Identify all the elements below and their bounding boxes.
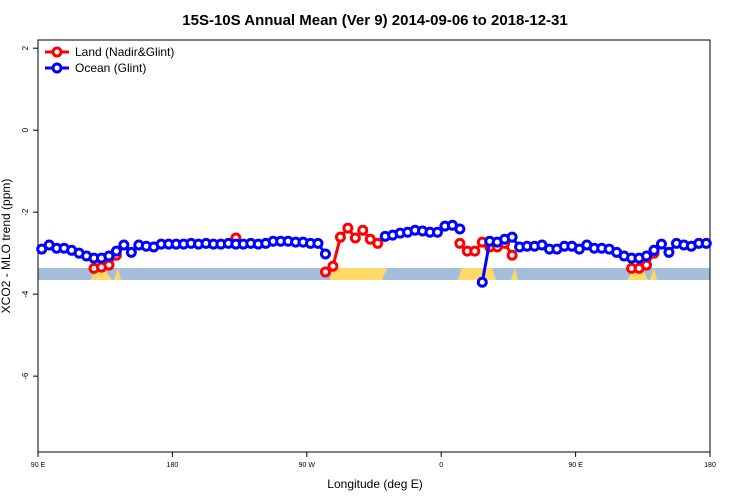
data-point: [357, 224, 369, 236]
data-point: [655, 238, 667, 250]
x-tick-label: 90 E: [568, 462, 583, 469]
x-tick-label: 0: [439, 462, 443, 469]
data-point: [334, 231, 346, 243]
data-point: [476, 276, 488, 288]
land-patch: [650, 268, 657, 280]
data-point: [118, 239, 130, 251]
data-point: [641, 259, 653, 271]
data-point: [319, 248, 331, 260]
land-patch: [458, 268, 496, 280]
data-point: [454, 223, 466, 235]
data-point: [431, 226, 443, 238]
data-point: [469, 245, 481, 257]
legend-marker: [51, 62, 63, 74]
x-tick-label: 180: [167, 462, 179, 469]
y-tick-label: -4: [21, 290, 30, 298]
data-point: [349, 232, 361, 244]
y-axis-label: XCO2 - MLO trend (ppm): [0, 179, 13, 314]
data-point: [312, 237, 324, 249]
data-point: [663, 246, 675, 258]
data-point: [454, 237, 466, 249]
data-point: [641, 250, 653, 262]
legend-marker: [51, 46, 63, 58]
x-tick-label: 90 W: [299, 462, 316, 469]
land-patch: [114, 268, 121, 280]
data-point: [110, 245, 122, 257]
data-point: [372, 237, 384, 249]
y-tick-label: -6: [21, 372, 30, 380]
y-tick-label: 0: [21, 127, 30, 132]
data-point: [125, 246, 137, 258]
x-axis-label: Longitude (deg E): [327, 477, 422, 491]
data-point: [342, 222, 354, 234]
land-patch: [90, 272, 112, 280]
y-tick-label: 2: [21, 45, 30, 50]
surface-mask: [38, 268, 710, 280]
data-point: [319, 266, 331, 278]
land-patch: [330, 268, 387, 280]
land-patch: [511, 268, 518, 280]
data-point: [506, 231, 518, 243]
legend-label: Land (Nadir&Glint): [75, 45, 174, 59]
data-point: [103, 250, 115, 262]
land-patch: [627, 272, 648, 280]
legend-label: Ocean (Glint): [75, 61, 146, 75]
x-tick-label: 90 E: [31, 462, 46, 469]
data-point: [327, 260, 339, 272]
data-point: [700, 237, 712, 249]
y-tick-label: -2: [21, 208, 30, 216]
data-point: [103, 259, 115, 271]
chart-title: 15S-10S Annual Mean (Ver 9) 2014-09-06 t…: [182, 12, 567, 29]
data-point: [648, 244, 660, 256]
x-tick-label: 180: [704, 462, 716, 469]
data-point: [506, 249, 518, 261]
